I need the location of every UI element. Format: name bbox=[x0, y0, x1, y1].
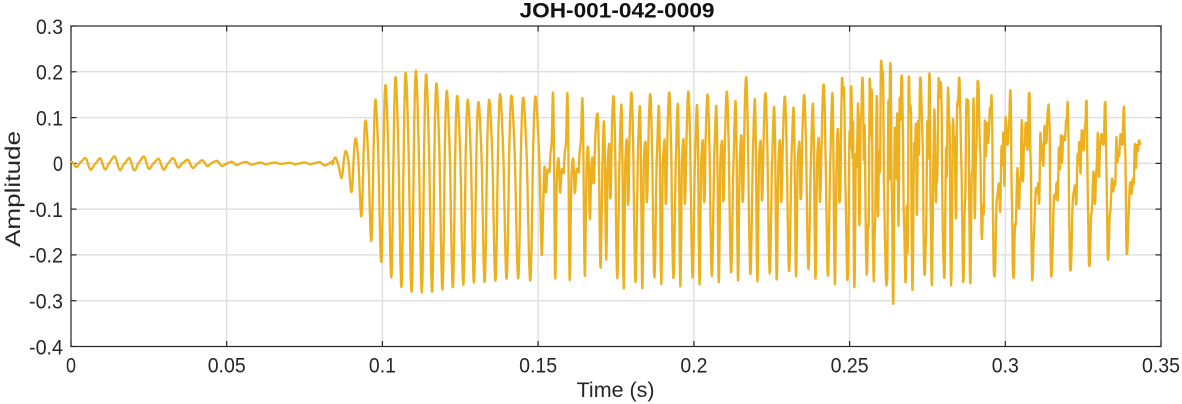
svg-text:-0.4: -0.4 bbox=[29, 335, 63, 359]
svg-text:0.1: 0.1 bbox=[369, 354, 396, 378]
svg-text:0.05: 0.05 bbox=[208, 354, 246, 378]
svg-text:0.35: 0.35 bbox=[1142, 354, 1180, 378]
svg-text:-0.2: -0.2 bbox=[29, 244, 63, 268]
svg-text:-0.1: -0.1 bbox=[29, 198, 63, 222]
svg-text:JOH-001-042-0009: JOH-001-042-0009 bbox=[520, 0, 715, 23]
svg-text:0.15: 0.15 bbox=[519, 354, 557, 378]
svg-text:Amplitude: Amplitude bbox=[1, 131, 25, 247]
svg-text:0.3: 0.3 bbox=[36, 15, 63, 39]
svg-text:0: 0 bbox=[53, 152, 63, 176]
svg-text:-0.3: -0.3 bbox=[29, 290, 63, 314]
svg-text:0.2: 0.2 bbox=[680, 354, 707, 378]
svg-text:Time (s): Time (s) bbox=[577, 378, 655, 402]
svg-text:0.1: 0.1 bbox=[36, 106, 63, 130]
svg-text:0.25: 0.25 bbox=[831, 354, 869, 378]
svg-text:0.3: 0.3 bbox=[992, 354, 1019, 378]
svg-text:0.2: 0.2 bbox=[36, 61, 63, 85]
svg-text:0: 0 bbox=[66, 354, 76, 378]
